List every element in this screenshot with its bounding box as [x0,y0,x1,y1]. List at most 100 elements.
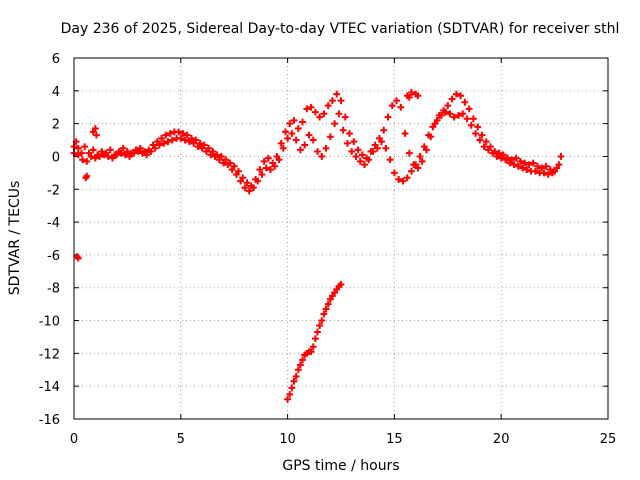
data-point [83,172,91,180]
x-axis-ticks: 0 5 10 15 20 25 [70,58,616,447]
data-point [373,144,381,152]
data-point [134,148,142,155]
data-point [399,177,407,185]
data-point [358,151,366,159]
data-point [341,113,349,121]
y-tick-label: 2 [52,118,60,133]
data-point [309,343,317,351]
data-point [166,130,174,137]
data-point [262,164,270,172]
data-point [452,90,460,98]
data-point [320,110,328,118]
data-point [414,92,422,100]
data-point [463,115,471,123]
data-point [326,133,334,141]
data-point [314,148,321,155]
x-tick-label: 0 [70,432,78,447]
data-point [557,153,565,160]
data-point [356,157,364,165]
data-point [311,108,319,116]
data-point [254,177,262,185]
y-tick-label: -8 [47,282,60,297]
y-tick-label: 6 [52,52,60,67]
data-point [529,159,537,167]
data-point [405,93,413,101]
data-point [459,110,467,118]
data-point [344,139,351,147]
data-point [243,179,251,187]
x-tick-label: 15 [386,432,403,447]
data-point [538,164,546,172]
y-tick-label: -10 [39,315,60,330]
data-point [391,169,398,177]
data-point [245,187,253,195]
x-axis-label: GPS time / hours [282,458,399,474]
data-point [256,166,264,173]
data-point [525,161,533,169]
data-point [519,164,526,172]
y-tick-label: -16 [39,413,60,428]
y-tick-label: -2 [47,183,60,198]
data-point [117,149,125,157]
data-point [542,162,550,170]
data-point [361,161,368,169]
data-point [429,123,437,131]
data-point [318,153,326,160]
data-point [83,157,91,165]
data-point [113,151,121,159]
data-point [147,148,155,155]
data-point [393,97,400,105]
data-point [81,143,89,151]
chart-title: Day 236 of 2025, Sidereal Day-to-day VTE… [61,21,620,37]
data-point [388,102,396,109]
data-point [74,254,82,262]
data-point [437,112,445,119]
data-point [96,153,104,160]
data-point [380,126,388,134]
data-point [514,162,522,170]
data-point [382,144,390,152]
data-point [290,377,298,385]
data-point [442,108,450,116]
data-point [465,105,473,113]
y-axis-ticks: -16 -14 -12 -10 -8 -6 -4 -2 0 2 4 6 [39,52,608,428]
data-point [126,153,133,160]
data-point [467,121,475,129]
data-point [408,167,415,175]
data-point [497,154,505,162]
data-point [162,131,170,139]
data-point [478,131,486,139]
data-point [286,120,294,128]
data-point [292,136,300,144]
data-point [484,146,492,154]
data-point [472,130,479,137]
data-point [549,169,556,177]
data-point [292,372,300,380]
data-point [401,130,409,137]
data-point [408,89,415,96]
data-point [395,176,403,183]
data-point [352,153,360,160]
data-point [314,328,321,336]
data-point [493,153,501,160]
series-dropout-trace [284,281,345,403]
data-point [190,139,198,147]
data-point [87,153,95,160]
data-point [194,143,202,151]
data-point [258,171,266,178]
data-point [553,164,561,172]
data-point [279,144,287,152]
data-point [91,154,99,162]
data-point [100,151,108,159]
x-tick-label: 5 [177,432,185,447]
grid-lines [74,58,608,419]
data-point [455,112,462,119]
data-point [420,143,428,151]
data-point [267,166,274,173]
data-point [444,102,452,109]
data-point [474,123,482,131]
data-point [241,184,249,192]
data-point [74,151,82,159]
data-point [277,139,285,147]
